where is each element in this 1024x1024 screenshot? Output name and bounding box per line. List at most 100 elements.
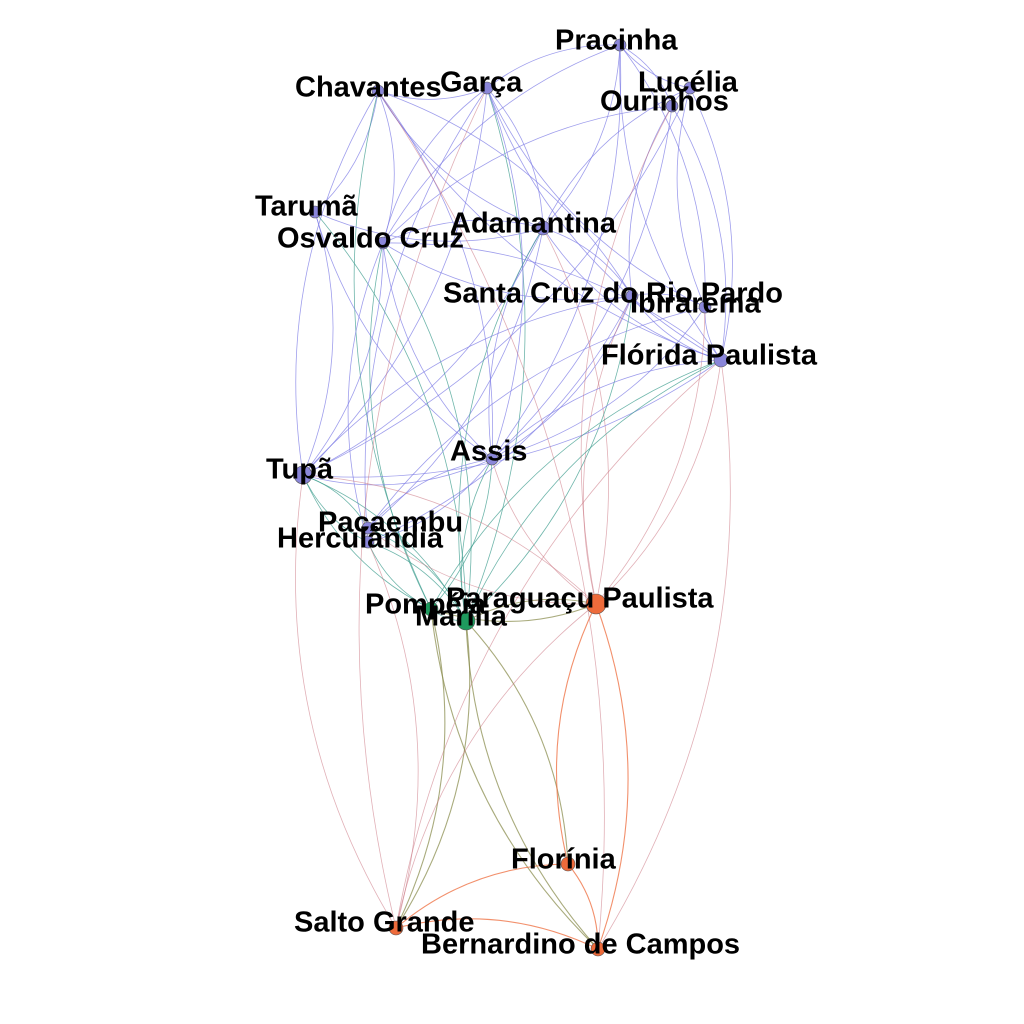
edge-florida-marilia [465,359,722,622]
edge-marilia-paraguacu [465,598,597,622]
edge-pracinha-osvaldo [382,44,621,244]
edge-pracinha-assis [491,44,622,460]
edge-marilia-saltogrande [395,620,471,929]
edge-adamantina-marilia [458,227,544,622]
edge-garca-pracinha [486,44,621,89]
edge-tupa-saltogrande [295,474,397,929]
node-label-chavantes: Chavantes [295,72,442,104]
node-label-florinia: Florínia [511,844,617,876]
edge-garca-tupa [302,87,488,476]
edge-ourinhos-florida [671,105,727,361]
edge-taruma-assis [314,211,493,460]
node-label-ibirarema: Ibirarema [630,288,761,320]
edge-adamantina-santacruz [542,227,633,297]
edge-florinia-saltogrande [395,863,569,929]
edge-pracinha-lucelia [619,44,691,89]
edge-marilia-florinia [465,620,569,865]
edge-taruma-adamantina [314,211,544,242]
edge-garca-saltogrande [358,87,488,929]
edge-chavantes-osvaldo [377,90,395,244]
edge-garca-florida [486,87,722,361]
node-ibirarema [698,300,712,314]
edge-florida-tupa [302,359,722,478]
node-label-pracinha: Pracinha [555,25,678,57]
edge-santacruz-herculandia [367,295,633,543]
edge-lucelia-adamantina [542,87,691,229]
edge-lucelia-florida [689,87,733,361]
edge-garca-osvaldo [382,87,488,244]
node-osvaldo [376,236,390,250]
node-label-ourinhos: Ourinhos [600,86,729,118]
edge-osvaldo-florida [382,242,722,361]
node-taruma [308,205,322,219]
edge-ourinhos-assis [491,105,673,460]
edge-herculandia-marilia [367,541,467,622]
edge-adamantina-pacaembu [367,227,544,529]
edge-santacruz-florida [631,295,722,361]
edge-santacruz-tupa [302,295,633,476]
node-paraguacu [585,593,607,615]
edge-osvaldo-assis [382,242,493,460]
edge-paraguacu-saltogrande [395,603,597,929]
node-santacruz [625,289,639,303]
node-saltogrande [388,920,404,936]
edge-adamantina-paraguacu [542,227,609,605]
node-pompeia [423,601,439,617]
node-garca [480,81,494,95]
edge-assis-pompeia [430,458,493,610]
edge-florida-bernardino [597,359,731,950]
edge-paraguacu-bernardino [595,603,629,950]
edge-pompeia-paraguacu [430,603,597,622]
node-label-adamantina: Adamantina [450,208,617,240]
edge-adamantina-tupa [302,227,544,476]
node-pacaembu [361,521,375,535]
edge-pracinha-adamantina [542,44,621,229]
edge-santacruz-assis [491,295,633,460]
node-pracinha [613,38,627,52]
edge-paraguacu-florinia [555,603,597,865]
node-bernardino [590,941,606,957]
node-label-garca: Garça [440,67,523,99]
edge-pompeia-saltogrande [395,608,446,929]
node-label-santacruz: Santa Cruz do Rio Pardo [443,278,783,310]
edge-ourinhos-paraguacu [580,105,673,605]
edge-saltogrande-bernardino [395,918,599,950]
edge-garca-ibirarema [486,87,706,308]
node-assis [485,452,499,466]
edge-osvaldo-marilia [382,242,472,622]
edge-garca-marilia [465,87,526,622]
edge-assis-paraguacu [491,458,597,605]
edge-lucelia-tupa [302,87,691,476]
edge-chavantes-florida [377,90,722,361]
edge-taruma-tupa [302,211,334,476]
node-label-tupa: Tupã [266,454,334,486]
node-label-paraguacu: Paraguaçu Paulista [446,583,714,615]
edge-garca-herculandia [364,87,488,543]
edge-adamantina-osvaldo [382,219,544,244]
edge-assis-marilia [461,458,493,622]
node-ourinhos [665,99,679,113]
node-marilia [456,611,476,631]
edge-garca-assis [486,87,524,460]
node-tupa [293,465,313,485]
edge-assis-tupa [302,458,493,486]
node-adamantina [535,220,551,236]
edge-chavantes-santacruz [377,90,633,297]
node-label-herculandia: Herculândia [277,523,444,555]
node-chavantes [371,84,385,98]
edge-adamantina-florida [542,227,722,361]
edge-ourinhos-osvaldo [382,105,673,244]
node-label-assis: Assis [450,436,527,468]
edge-marilia-bernardino [465,620,599,950]
edge-pacaembu-paraguacu [367,527,597,605]
node-label-lucelia: Lucélia [638,67,739,99]
node-florinia [560,856,576,872]
edge-chavantes-bernardino [377,90,605,950]
edge-florida-assis [491,359,722,460]
edge-santacruz-marilia [465,295,633,622]
edge-assis-pacaembu [367,458,493,529]
edge-ibirarema-assis [491,306,706,460]
node-florida [713,352,729,368]
edge-herculandia-saltogrande [367,541,419,929]
edge-ibirarema-pacaembu [367,306,706,529]
